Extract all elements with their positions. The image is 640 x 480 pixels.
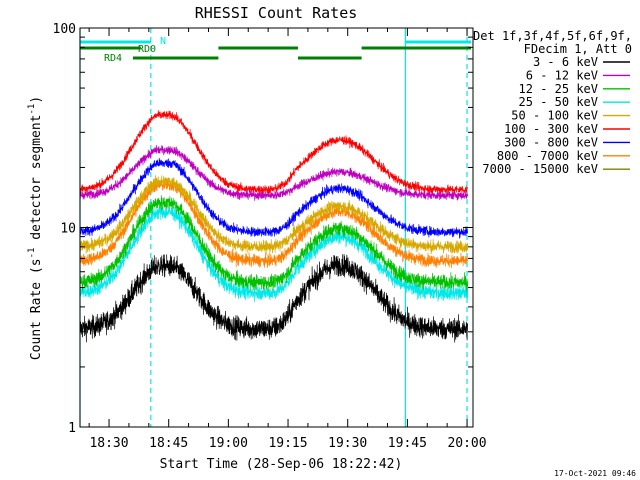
chart-title: RHESSI Count Rates [195, 4, 358, 22]
legend-label: 100 - 300 keV [504, 122, 598, 136]
series-line [79, 175, 469, 255]
y-label-superscript: -1 [27, 248, 37, 259]
y-tick-label: 1 [68, 421, 76, 436]
series-line [79, 205, 469, 303]
x-tick-label: 18:30 [89, 436, 128, 451]
y-label-part: ) [29, 96, 44, 104]
legend-header-line: Det 1f,3f,4f,5f,6f,9f, [473, 29, 632, 43]
x-tick-label: 19:15 [268, 436, 307, 451]
series-line [79, 254, 469, 343]
y-label-part: Count Rate (s [29, 258, 44, 360]
x-tick-label: 19:45 [388, 436, 427, 451]
legend: Det 1f,3f,4f,5f,6f,9f, FDecim 1, Att 0 3… [473, 29, 632, 176]
flag-label: RD0 [138, 44, 156, 55]
y-label-superscript: -1 [27, 104, 37, 115]
y-tick-label: 100 [53, 22, 76, 37]
x-axis-label: Start Time (28-Sep-06 18:22:42) [160, 457, 403, 472]
x-tick-label: 19:00 [209, 436, 248, 451]
legend-label: 3 - 6 keV [533, 55, 598, 69]
legend-label: 50 - 100 keV [511, 109, 598, 123]
legend-label: 12 - 25 keV [519, 82, 598, 96]
legend-label: 25 - 50 keV [519, 95, 598, 109]
legend-label: 300 - 800 keV [504, 135, 598, 149]
legend-header-line: FDecim 1, Att 0 [524, 42, 632, 56]
legend-label: 800 - 7000 keV [497, 149, 598, 163]
y-tick-label: 10 [60, 222, 76, 237]
x-tick-label: 18:45 [149, 436, 188, 451]
y-label-part: detector segment [29, 115, 44, 248]
flag-label: RD4 [104, 53, 122, 64]
series-line [79, 110, 469, 195]
legend-label: 6 - 12 keV [526, 68, 598, 82]
x-tick-label: 20:00 [447, 436, 486, 451]
plot-area: N RD0 RD4 [79, 28, 472, 427]
footer-timestamp: 17-Oct-2021 09:46 [554, 469, 636, 478]
axis-ticks: 1 10 100 18:30 18:45 19:00 19:15 19:30 19:45 20:0… [53, 22, 487, 451]
series-line [79, 157, 469, 239]
y-axis-label: Count Rate (s-1 detector segment-1) [27, 96, 44, 360]
legend-label: 7000 - 15000 keV [482, 162, 598, 176]
x-tick-label: 19:30 [328, 436, 367, 451]
series-line [79, 144, 469, 201]
flag-label: N [160, 36, 166, 47]
series-line [79, 195, 469, 293]
